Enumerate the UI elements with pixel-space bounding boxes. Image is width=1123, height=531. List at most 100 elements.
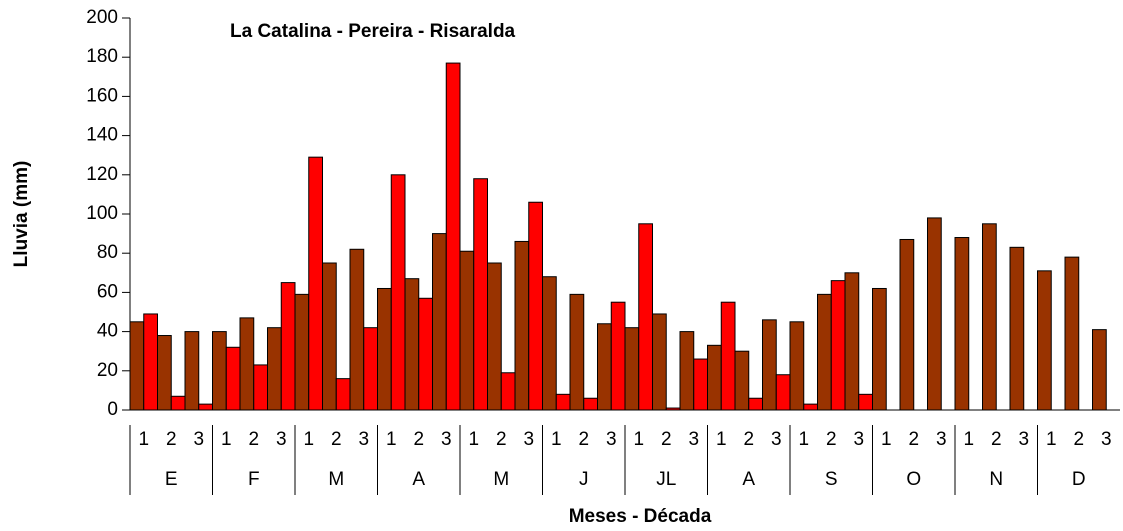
y-tick-label: 200: [86, 7, 118, 28]
bar: [349, 248, 365, 411]
x-tick-label: 2: [413, 429, 424, 450]
bar: [610, 301, 626, 411]
bar: [542, 276, 557, 411]
bar: [899, 238, 915, 411]
bar: [707, 344, 722, 411]
x-tick-label: 2: [991, 429, 1002, 450]
x-tick-label: 1: [551, 429, 562, 450]
bar: [404, 278, 420, 411]
group-label: A: [412, 469, 425, 490]
x-tick-label: 3: [1018, 429, 1029, 450]
x-tick-label: 3: [606, 429, 617, 450]
bar: [198, 403, 213, 411]
bar: [157, 335, 172, 411]
group-label: N: [989, 469, 1003, 490]
bar: [514, 240, 530, 411]
x-tick-label: 2: [908, 429, 919, 450]
x-tick-label: 3: [936, 429, 947, 450]
bar: [803, 403, 818, 411]
bar: [555, 393, 571, 411]
group-label: J: [579, 469, 589, 490]
group-label: JL: [656, 469, 676, 490]
bar: [184, 331, 200, 411]
y-tick-label: 0: [107, 399, 118, 420]
x-tick-label: 2: [1073, 429, 1084, 450]
bar: [638, 223, 653, 411]
bar: [872, 287, 887, 411]
x-tick-label: 1: [468, 429, 479, 450]
x-tick-label: 2: [661, 429, 672, 450]
bar: [335, 378, 351, 411]
bar: [789, 321, 805, 411]
bar: [830, 280, 846, 411]
group-label: M: [328, 469, 344, 490]
chart-title: La Catalina - Pereira - Risaralda: [230, 21, 516, 42]
x-tick-label: 1: [716, 429, 727, 450]
x-tick-label: 1: [798, 429, 809, 450]
bar: [308, 156, 323, 411]
bar: [982, 223, 997, 411]
bar: [432, 233, 447, 411]
bar: [280, 282, 296, 411]
x-tick-label: 1: [633, 429, 644, 450]
bar: [253, 364, 268, 411]
bar: [1092, 329, 1107, 411]
bar: [473, 178, 488, 411]
x-tick-label: 1: [303, 429, 314, 450]
bar: [239, 317, 255, 411]
x-tick-label: 1: [881, 429, 892, 450]
x-tick-label: 2: [496, 429, 507, 450]
bar: [129, 321, 145, 411]
bar: [693, 358, 708, 411]
bar: [528, 201, 543, 411]
x-tick-label: 2: [578, 429, 589, 450]
bar: [418, 297, 433, 411]
bar: [377, 287, 392, 411]
x-tick-label: 1: [1046, 429, 1057, 450]
bar: [652, 313, 667, 411]
bar: [583, 397, 598, 411]
x-tick-label: 3: [688, 429, 699, 450]
group-label: A: [742, 469, 755, 490]
bar: [817, 293, 832, 411]
bar: [212, 331, 227, 411]
x-tick-label: 2: [166, 429, 177, 450]
bar: [500, 372, 516, 411]
bar: [322, 262, 337, 411]
x-tick-label: 2: [743, 429, 754, 450]
y-tick-label: 20: [97, 360, 118, 381]
x-tick-label: 2: [331, 429, 342, 450]
bar: [624, 327, 640, 411]
bar: [390, 174, 406, 411]
bar: [487, 262, 502, 411]
bar: [954, 237, 970, 411]
bar: [1009, 246, 1025, 411]
y-tick-label: 180: [86, 46, 118, 67]
y-tick-label: 140: [86, 125, 118, 146]
bar: [445, 62, 461, 411]
y-tick-label: 100: [86, 203, 118, 224]
x-tick-label: 3: [358, 429, 369, 450]
group-label: F: [248, 469, 260, 490]
y-tick-label: 120: [86, 164, 118, 185]
group-label: S: [825, 469, 838, 490]
x-tick-label: 3: [276, 429, 287, 450]
bar: [844, 272, 860, 411]
bar: [569, 293, 585, 411]
bar: [679, 331, 695, 411]
x-tick-label: 3: [1101, 429, 1112, 450]
bar: [1064, 256, 1080, 411]
group-label: M: [493, 469, 509, 490]
bar: [143, 313, 158, 411]
y-tick-label: 160: [86, 85, 118, 106]
x-tick-label: 3: [771, 429, 782, 450]
bar: [927, 217, 942, 411]
x-axis-label: Meses - Década: [569, 506, 712, 527]
bar: [775, 374, 791, 411]
x-tick-label: 1: [963, 429, 974, 450]
group-label: O: [906, 469, 921, 490]
bar: [762, 319, 777, 411]
x-tick-label: 2: [248, 429, 259, 450]
bar: [597, 323, 612, 411]
